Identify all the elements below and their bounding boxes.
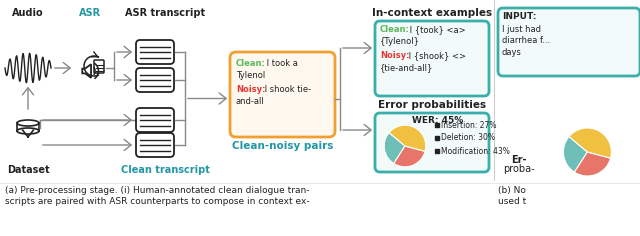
FancyBboxPatch shape bbox=[136, 68, 174, 92]
Wedge shape bbox=[394, 146, 425, 167]
FancyBboxPatch shape bbox=[136, 133, 174, 157]
Text: Noisy:: Noisy: bbox=[380, 51, 410, 60]
Text: Clean transcript: Clean transcript bbox=[120, 165, 209, 175]
Text: (a) Pre-processing stage. (i) Human-annotated clean dialogue tran-: (a) Pre-processing stage. (i) Human-anno… bbox=[5, 186, 310, 195]
Text: Tylenol: Tylenol bbox=[236, 71, 265, 80]
Text: Clean:: Clean: bbox=[236, 59, 266, 68]
Text: and-all: and-all bbox=[236, 97, 265, 106]
Text: Er-: Er- bbox=[511, 155, 527, 165]
Text: Clean-noisy pairs: Clean-noisy pairs bbox=[232, 141, 333, 151]
Text: INPUT:: INPUT: bbox=[502, 12, 536, 21]
Text: I took a: I took a bbox=[264, 59, 298, 68]
FancyBboxPatch shape bbox=[498, 8, 640, 76]
Text: used t: used t bbox=[498, 197, 526, 206]
FancyBboxPatch shape bbox=[375, 21, 489, 96]
Text: Noisy:: Noisy: bbox=[236, 85, 266, 94]
Text: I shook tie-: I shook tie- bbox=[262, 85, 311, 94]
FancyBboxPatch shape bbox=[94, 60, 104, 73]
Text: scripts are paired with ASR counterparts to compose in context ex-: scripts are paired with ASR counterparts… bbox=[5, 197, 310, 206]
FancyBboxPatch shape bbox=[136, 108, 174, 132]
Text: I just had: I just had bbox=[502, 25, 541, 34]
Text: Error probabilities: Error probabilities bbox=[378, 100, 486, 110]
Text: Deletion: 30%: Deletion: 30% bbox=[441, 134, 495, 143]
Text: WER: 45%: WER: 45% bbox=[412, 116, 463, 125]
Text: Insertion: 27%: Insertion: 27% bbox=[441, 121, 497, 130]
Wedge shape bbox=[563, 137, 588, 172]
FancyBboxPatch shape bbox=[136, 40, 174, 64]
Text: Dataset: Dataset bbox=[6, 165, 49, 175]
Text: Clean:: Clean: bbox=[380, 25, 410, 34]
Text: Modification: 43%: Modification: 43% bbox=[441, 147, 510, 156]
Polygon shape bbox=[83, 64, 91, 78]
Text: days: days bbox=[502, 48, 522, 57]
Text: diarrhea f...: diarrhea f... bbox=[502, 36, 550, 45]
Wedge shape bbox=[574, 152, 611, 176]
Wedge shape bbox=[389, 125, 426, 151]
Text: proba-: proba- bbox=[503, 164, 535, 174]
Text: {Tylenol}: {Tylenol} bbox=[380, 37, 420, 46]
Text: ASR transcript: ASR transcript bbox=[125, 8, 205, 18]
FancyBboxPatch shape bbox=[230, 52, 335, 137]
Text: {tie-and-all}: {tie-and-all} bbox=[380, 63, 433, 72]
Text: Audio: Audio bbox=[12, 8, 44, 18]
Ellipse shape bbox=[17, 120, 39, 126]
Text: (b) No: (b) No bbox=[498, 186, 526, 195]
Wedge shape bbox=[569, 128, 611, 158]
FancyBboxPatch shape bbox=[375, 113, 489, 172]
Text: In-context examples: In-context examples bbox=[372, 8, 492, 18]
Text: ASR: ASR bbox=[79, 8, 101, 18]
Polygon shape bbox=[17, 123, 39, 131]
Ellipse shape bbox=[17, 128, 39, 134]
Text: I {shook} <>: I {shook} <> bbox=[406, 51, 466, 60]
Text: I {took} <a>: I {took} <a> bbox=[407, 25, 466, 34]
Wedge shape bbox=[384, 133, 405, 164]
